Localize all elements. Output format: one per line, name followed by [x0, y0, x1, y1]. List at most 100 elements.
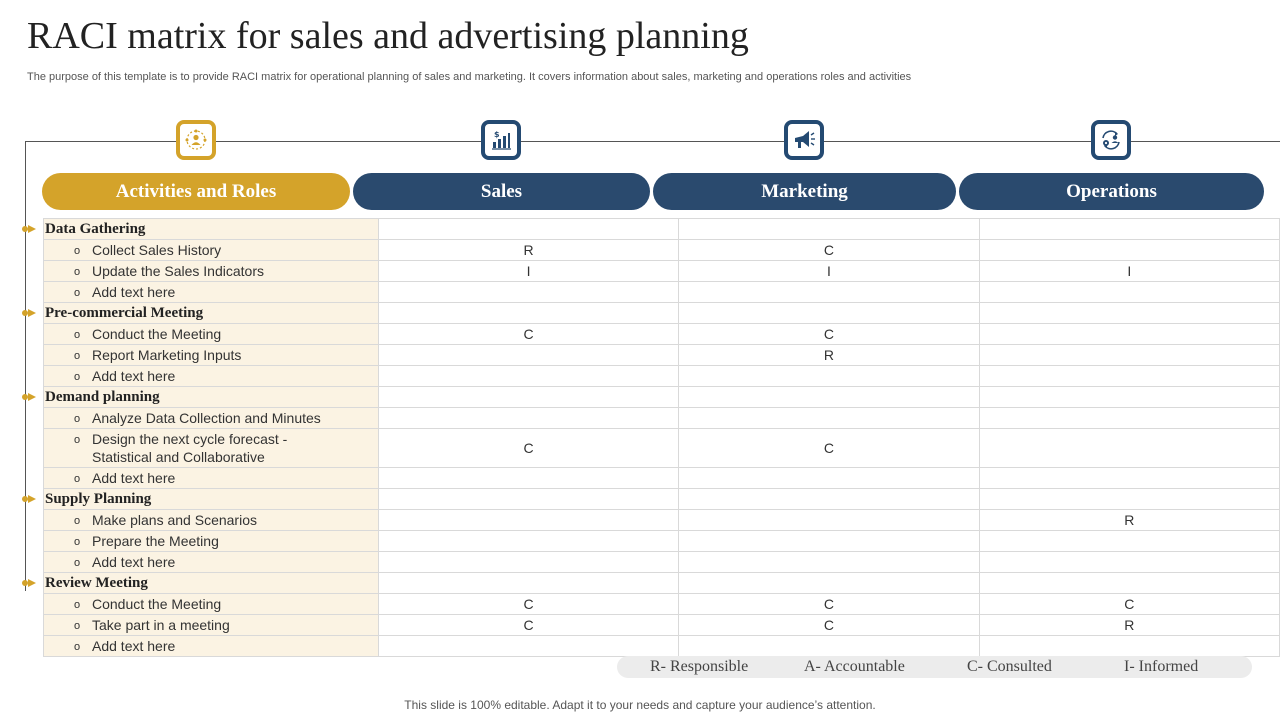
bullet-icon: o — [74, 620, 81, 632]
bullet-icon: o — [74, 641, 81, 653]
arrow-marker-icon — [22, 225, 40, 233]
activity-row: o Take part in a meeting C C R — [43, 614, 1280, 636]
header-sales: Sales — [353, 173, 650, 210]
operations-icon-box — [1091, 120, 1131, 160]
activity-label: Make plans and Scenarios — [92, 512, 257, 528]
marketing-raci-cell: C — [678, 428, 980, 468]
megaphone-icon — [795, 131, 815, 148]
connector-line-horizontal — [25, 141, 1280, 142]
category-row: Demand planning — [22, 386, 1280, 408]
operations-raci-cell: I — [978, 260, 1280, 282]
people-network-icon — [185, 129, 207, 150]
activity-label: Design the next cycle forecast - Statist… — [92, 431, 288, 465]
operations-raci-cell: R — [978, 509, 1280, 531]
bullet-icon: o — [74, 266, 81, 278]
bullet-icon: o — [74, 371, 81, 383]
sales-raci-cell — [377, 407, 680, 429]
bullet-icon: o — [74, 287, 81, 299]
activity-label: Analyze Data Collection and Minutes — [92, 410, 321, 426]
activity-row: o Add text here — [43, 467, 1280, 489]
activity-row: o Analyze Data Collection and Minutes — [43, 407, 1280, 429]
svg-text:$: $ — [494, 130, 500, 139]
category-row: Pre-commercial Meeting — [22, 302, 1280, 324]
sales-raci-cell — [377, 344, 680, 366]
empty-cell — [678, 386, 980, 408]
bullet-icon: o — [74, 434, 81, 446]
activity-cell: o Report Marketing Inputs — [43, 344, 379, 366]
activity-cell: o Take part in a meeting — [43, 614, 379, 636]
activity-label: Collect Sales History — [92, 242, 222, 258]
marketing-raci-cell: I — [678, 260, 980, 282]
marketing-raci-cell: R — [678, 344, 980, 366]
sales-raci-cell — [377, 467, 680, 489]
arrow-marker-icon — [22, 309, 40, 317]
operations-raci-cell: R — [978, 614, 1280, 636]
category-label: Pre-commercial Meeting — [45, 304, 204, 321]
marketing-raci-cell — [678, 551, 980, 573]
operations-raci-cell — [978, 323, 1280, 345]
operations-raci-cell — [978, 467, 1280, 489]
category-cell: Supply Planning — [22, 488, 379, 510]
category-label: Supply Planning — [45, 490, 152, 507]
connector-line-vertical — [25, 141, 26, 591]
sales-raci-cell — [377, 509, 680, 531]
operations-raci-cell — [978, 365, 1280, 387]
empty-cell — [978, 572, 1280, 594]
sales-icon-box: $ — [481, 120, 521, 160]
arrow-marker-icon — [22, 579, 40, 587]
activity-cell: o Analyze Data Collection and Minutes — [43, 407, 379, 429]
bullet-icon: o — [74, 515, 81, 527]
empty-cell — [678, 218, 980, 240]
category-label: Review Meeting — [45, 574, 148, 591]
sales-raci-cell: C — [377, 323, 680, 345]
page-subtitle: The purpose of this template is to provi… — [27, 71, 912, 83]
operations-raci-cell — [978, 530, 1280, 552]
activity-cell: o Conduct the Meeting — [43, 323, 379, 345]
operations-raci-cell — [978, 551, 1280, 573]
empty-cell — [978, 218, 1280, 240]
operations-raci-cell: C — [978, 593, 1280, 615]
activity-row: o Conduct the Meeting C C — [43, 323, 1280, 345]
arrow-marker-icon — [22, 393, 40, 401]
raci-legend: R- Responsible A- Accountable C- Consult… — [617, 656, 1252, 678]
marketing-raci-cell: C — [678, 593, 980, 615]
bullet-icon: o — [74, 599, 81, 611]
footer-note: This slide is 100% editable. Adapt it to… — [404, 698, 876, 712]
sales-raci-cell — [377, 635, 680, 657]
activity-label: Add text here — [92, 554, 176, 570]
activity-row: o Prepare the Meeting — [43, 530, 1280, 552]
marketing-raci-cell — [678, 635, 980, 657]
empty-cell — [377, 386, 680, 408]
bullet-icon: o — [74, 473, 81, 485]
activity-cell: o Collect Sales History — [43, 239, 379, 261]
activity-cell: o Add text here — [43, 635, 379, 657]
empty-cell — [678, 488, 980, 510]
operations-raci-cell — [978, 635, 1280, 657]
arrow-marker-icon — [22, 495, 40, 503]
marketing-raci-cell — [678, 407, 980, 429]
sales-raci-cell: C — [377, 593, 680, 615]
activity-row: o Add text here — [43, 365, 1280, 387]
sales-raci-cell: R — [377, 239, 680, 261]
activity-row: o Update the Sales Indicators I I I — [43, 260, 1280, 282]
header-operations: Operations — [959, 173, 1264, 210]
activity-label: Add text here — [92, 638, 176, 654]
header-marketing: Marketing — [653, 173, 956, 210]
bullet-icon: o — [74, 557, 81, 569]
operations-raci-cell — [978, 407, 1280, 429]
sales-raci-cell: C — [377, 614, 680, 636]
legend-accountable: A- Accountable — [804, 658, 905, 675]
cycle-gears-icon — [1102, 130, 1120, 150]
bullet-icon: o — [74, 536, 81, 548]
activity-cell: o Add text here — [43, 467, 379, 489]
activity-cell: o Prepare the Meeting — [43, 530, 379, 552]
empty-cell — [678, 302, 980, 324]
category-cell: Demand planning — [22, 386, 379, 408]
sales-raci-cell: I — [377, 260, 680, 282]
empty-cell — [978, 302, 1280, 324]
header-activities-and-roles: Activities and Roles — [42, 173, 350, 210]
marketing-raci-cell: C — [678, 323, 980, 345]
marketing-raci-cell — [678, 509, 980, 531]
